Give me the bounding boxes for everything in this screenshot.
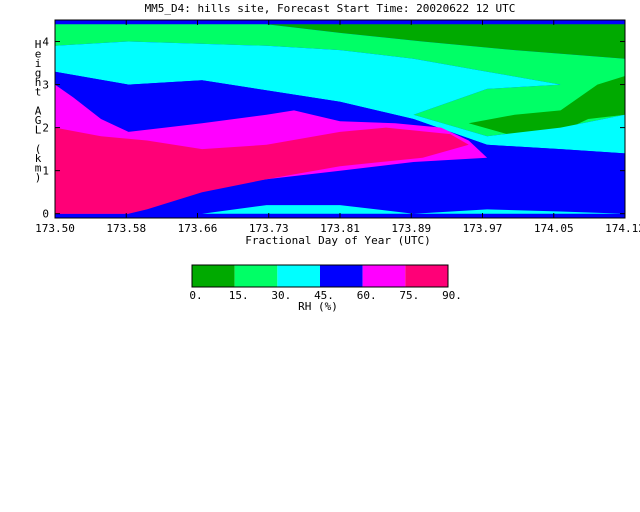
y-tick-label: 2 (42, 122, 49, 135)
colorbar-level-label: 0. (189, 289, 202, 302)
x-tick-label: 173.89 (391, 222, 431, 235)
y-tick-label: 1 (42, 165, 49, 178)
contour-regions (55, 20, 625, 218)
x-tick-label: 174.05 (534, 222, 574, 235)
y-label-char: ) (35, 171, 42, 184)
colorbar-level-label: 30. (271, 289, 291, 302)
y-tick-label: 4 (42, 36, 49, 49)
y-axis: 0 1 2 3 4 (42, 36, 625, 221)
colorbar-swatch (320, 265, 363, 287)
y-label-char: h (35, 76, 42, 89)
y-label-char: A (35, 105, 42, 118)
y-tick-label: 0 (42, 208, 49, 221)
chart-title: MM5_D4: hills site, Forecast Start Time:… (145, 2, 516, 15)
contour-region-2 (468, 76, 625, 137)
y-tick-label: 3 (42, 79, 49, 92)
y-label-char: H (35, 38, 42, 51)
colorbar-swatch (405, 265, 448, 287)
colorbar-level-label: 60. (357, 289, 377, 302)
y-label-char: m (35, 162, 42, 175)
contour-region-5 (202, 205, 625, 214)
x-tick-label: 173.81 (320, 222, 360, 235)
colorbar-title: RH (%) (298, 300, 338, 313)
y-label-char: ( (35, 143, 42, 156)
x-tick-label: 173.73 (249, 222, 289, 235)
x-tick-label: 174.12 (605, 222, 640, 235)
y-label-char: i (35, 57, 42, 70)
colorbar: 0. 15. 30. 45. 60. 75. 90. (189, 264, 462, 302)
contour-region-1 (55, 24, 625, 137)
x-tick-label: 173.50 (35, 222, 75, 235)
x-axis: 173.50 173.58 173.66 173.73 173.81 173.89 173.… (35, 20, 640, 235)
y-label-char: t (35, 86, 42, 99)
colorbar-swatch (362, 265, 406, 287)
colorbar-level-label: 45. (314, 289, 334, 302)
colorbar-level-label: 75. (399, 289, 419, 302)
y-label-char: L (35, 124, 42, 137)
colorbar-swatch (234, 265, 278, 287)
colorbar-swatch (192, 265, 235, 287)
colorbar-level-label: 90. (442, 289, 462, 302)
y-label-char: G (35, 114, 42, 127)
x-tick-label: 173.58 (106, 222, 146, 235)
contour-region-7 (55, 127, 469, 214)
colorbar-swatch (277, 265, 320, 287)
x-axis-label: Fractional Day of Year (UTC) (245, 234, 430, 247)
x-tick-label: 173.66 (178, 222, 218, 235)
contour-region-0 (55, 24, 625, 59)
colorbar-frame (191, 264, 449, 288)
y-label-char: e (35, 48, 42, 61)
y-label-char: k (35, 152, 42, 165)
x-tick-label: 173.97 (463, 222, 503, 235)
contour-region-3 (55, 41, 625, 154)
colorbar-level-label: 15. (229, 289, 249, 302)
y-label-char: g (35, 67, 42, 80)
